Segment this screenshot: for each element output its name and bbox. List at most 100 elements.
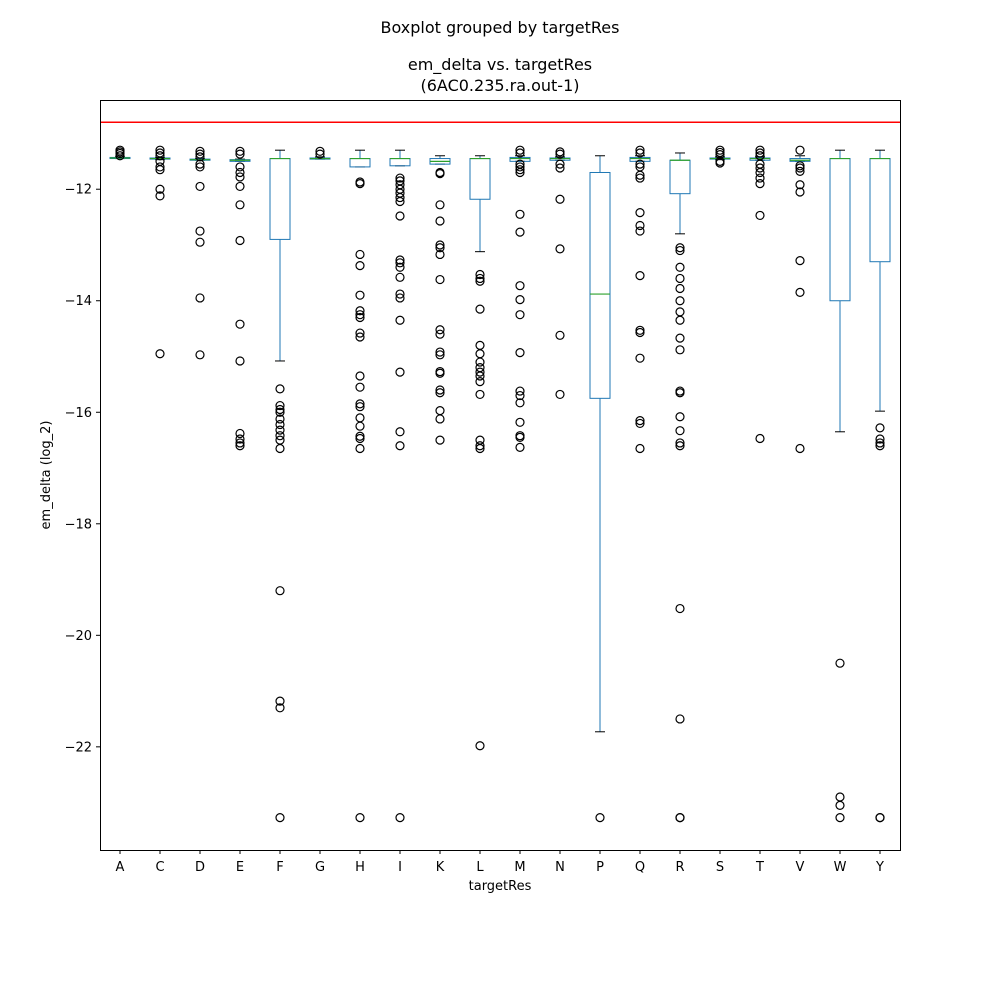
flier-point — [635, 226, 645, 236]
flier-point — [275, 586, 285, 596]
flier-point — [675, 307, 685, 317]
flier-point — [435, 414, 445, 424]
flier-point — [675, 388, 685, 398]
flier-point — [475, 389, 485, 400]
y-tick-label: −22 — [65, 740, 92, 755]
flier-point — [755, 173, 765, 183]
flier-point — [515, 398, 525, 408]
flier-point — [435, 200, 445, 210]
box — [669, 159, 691, 195]
flier-point — [435, 388, 445, 398]
flier-point — [795, 166, 805, 176]
flier-point — [515, 165, 525, 175]
flier-point — [635, 418, 645, 429]
flier-point — [355, 290, 365, 300]
x-tick-label: P — [596, 860, 604, 875]
flier-point — [795, 443, 805, 454]
box-group-P — [589, 155, 611, 823]
flier-point — [675, 412, 685, 422]
flier-point — [395, 441, 405, 451]
flier-point — [755, 163, 765, 173]
x-tick-label: R — [675, 860, 684, 875]
flier-point — [675, 243, 685, 253]
flier-point — [475, 269, 485, 280]
flier-point — [435, 405, 445, 416]
flier-point — [675, 296, 685, 306]
flier-point — [555, 330, 565, 340]
flier-point — [675, 345, 685, 355]
flier-point — [515, 148, 525, 158]
flier-point — [355, 433, 365, 444]
y-tick-label: −14 — [65, 294, 92, 309]
flier-point — [515, 281, 525, 291]
x-tick-label: Q — [635, 860, 645, 875]
flier-point — [395, 315, 405, 325]
flier-point — [315, 149, 325, 159]
x-tick-label: C — [155, 860, 164, 875]
flier-point — [755, 167, 765, 178]
flier-point — [275, 404, 285, 415]
flier-point — [355, 249, 365, 260]
flier-point — [275, 407, 285, 417]
flier-point — [155, 191, 165, 201]
box — [349, 158, 371, 168]
flier-point — [875, 813, 885, 823]
flier-point — [435, 169, 445, 179]
flier-point — [195, 162, 205, 172]
x-tick-label: S — [716, 860, 724, 875]
chart-subtitle: (6AC0.235.ra.out-1) — [420, 76, 580, 95]
flier-point — [795, 255, 805, 266]
flier-point — [275, 384, 285, 394]
flier-point — [235, 356, 245, 366]
box-group-F — [269, 149, 291, 823]
box — [829, 158, 851, 302]
flier-point — [835, 658, 845, 668]
box-group-A — [109, 145, 131, 161]
flier-point — [515, 442, 525, 452]
flier-point — [835, 800, 845, 810]
flier-point — [515, 348, 525, 358]
flier-point — [675, 714, 685, 724]
flier-point — [235, 162, 245, 172]
flier-point — [675, 813, 685, 823]
x-tick-label: Y — [875, 860, 884, 875]
flier-point — [435, 216, 445, 226]
flier-point — [195, 350, 205, 360]
flier-point — [675, 273, 685, 284]
flier-point — [515, 432, 525, 442]
box-group-E — [229, 146, 251, 451]
box-group-H — [349, 149, 371, 823]
flier-point — [435, 435, 445, 445]
flier-point — [635, 327, 645, 338]
flier-point — [395, 262, 405, 272]
flier-point — [675, 441, 685, 451]
flier-point — [475, 441, 485, 451]
chart-title: em_delta vs. targetRes — [407, 55, 593, 74]
flier-point — [435, 274, 445, 285]
y-axis: −12 −14 −16 −18 −20 −22 — [65, 183, 100, 755]
flier-point — [795, 187, 805, 197]
flier-point — [715, 158, 725, 168]
flier-point — [515, 227, 525, 237]
flier-point — [555, 244, 565, 254]
flier-point — [395, 196, 405, 207]
y-tick-label: −20 — [65, 629, 92, 644]
flier-point — [755, 145, 765, 155]
flier-point — [355, 261, 365, 271]
flier-point — [475, 276, 485, 286]
y-tick-label: −16 — [65, 406, 92, 421]
box-group-V — [789, 145, 811, 454]
flier-point — [195, 149, 205, 159]
flier-point — [435, 350, 445, 360]
flier-point — [355, 402, 365, 412]
boxes-layer — [109, 145, 891, 823]
flier-point — [515, 310, 525, 320]
flier-point — [395, 258, 405, 268]
flier-point — [395, 813, 405, 823]
flier-point — [635, 353, 645, 363]
flier-point — [595, 813, 605, 823]
flier-point — [195, 226, 205, 236]
flier-point — [835, 792, 845, 802]
flier-point — [515, 390, 525, 401]
